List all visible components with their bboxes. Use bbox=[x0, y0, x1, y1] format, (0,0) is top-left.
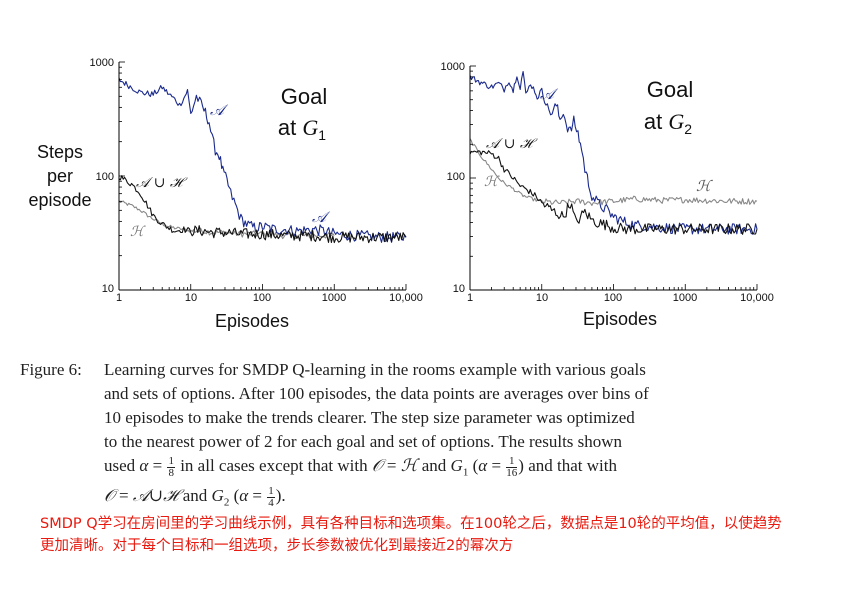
chart2-label-AuH: 𝒜 ∪ ℋ bbox=[486, 136, 538, 152]
learning-curves-figure: Steps per episode 10 100 1000 1 10 100 1… bbox=[28, 57, 774, 331]
caption-line-1: Learning curves for SMDP Q-learning in t… bbox=[104, 360, 646, 379]
chart2-x-tick-10000: 10,000 bbox=[740, 292, 774, 304]
chart1-x-tick-10000: 10,000 bbox=[389, 292, 423, 304]
chart1-y-tick-10: 10 bbox=[102, 283, 114, 295]
chart1-x-tick-10: 10 bbox=[185, 292, 197, 304]
chart2-label-A: 𝒜 bbox=[540, 85, 559, 103]
chart1-curves bbox=[118, 77, 407, 244]
caption-line-4: to the nearest power of 2 for each goal … bbox=[104, 432, 623, 451]
chart-goal-g2: 10 100 1000 1 10 100 1000 10,000 Episode… bbox=[441, 61, 774, 329]
chart2-series-A bbox=[469, 70, 758, 235]
chart2-title: Goal at G2 bbox=[644, 77, 693, 137]
chart2-y-tick-100: 100 bbox=[447, 171, 465, 183]
chart2-x-tick-1000: 1000 bbox=[673, 292, 697, 304]
translation-line-1: SMDP Q学习在房间里的学习曲线示例，具有各种目标和选项集。在100轮之后，数… bbox=[40, 516, 782, 532]
chart2-title-line2: at G2 bbox=[644, 109, 692, 137]
ylabel-line-2: per bbox=[47, 166, 73, 186]
chart2-label-H: ℋ bbox=[484, 174, 500, 190]
ylabel-line-3: episode bbox=[28, 190, 91, 210]
chart1-title: Goal at G1 bbox=[278, 84, 327, 143]
chart1-y-tick-100: 100 bbox=[96, 171, 114, 183]
chart1-title-line2: at G1 bbox=[278, 115, 326, 143]
chart2-ticks bbox=[469, 65, 758, 291]
chart2-x-label: Episodes bbox=[583, 309, 657, 329]
chart1-title-line1: Goal bbox=[281, 84, 327, 109]
caption-label: Figure 6: bbox=[20, 360, 82, 379]
chart1-x-tick-1: 1 bbox=[116, 292, 122, 304]
chart-goal-g1: 10 100 1000 1 10 100 1000 10,000 Episode… bbox=[90, 57, 423, 331]
chart1-x-label: Episodes bbox=[215, 311, 289, 331]
chart2-y-tick-1000: 1000 bbox=[441, 61, 465, 73]
fraction-one-sixteenth: 1 16 bbox=[506, 454, 518, 479]
chart1-series-A bbox=[118, 77, 407, 243]
chart1-label-A: 𝒜 bbox=[210, 101, 229, 119]
chart1-label-H: ℋ bbox=[130, 224, 146, 240]
chart1-y-tick-1000: 1000 bbox=[90, 57, 114, 69]
chart2-x-tick-1: 1 bbox=[467, 292, 473, 304]
translation-line-2: 更加清晰。对于每个目标和一组选项，步长参数被优化到最接近2的幂次方 bbox=[40, 538, 514, 554]
chart1-x-tick-1000: 1000 bbox=[322, 292, 346, 304]
chart1-ticks bbox=[118, 61, 407, 291]
caption-line-3: 10 episodes to make the trends clearer. … bbox=[104, 408, 635, 427]
chart2-y-tick-10: 10 bbox=[453, 283, 465, 295]
chinese-translation: SMDP Q学习在房间里的学习曲线示例，具有各种目标和选项集。在100轮之后，数… bbox=[40, 513, 850, 557]
caption-body: Learning curves for SMDP Q-learning in t… bbox=[104, 358, 790, 515]
chart2-x-tick-100: 100 bbox=[604, 292, 622, 304]
chart1-label-A-right: 𝒜 bbox=[312, 208, 331, 226]
caption-line-2: and sets of options. After 100 episodes,… bbox=[104, 384, 649, 403]
chart2-series-AuH bbox=[469, 150, 758, 235]
chart1-series-AuH bbox=[118, 175, 407, 244]
chart2-curves bbox=[469, 70, 758, 235]
chart2-title-line1: Goal bbox=[647, 77, 693, 102]
caption-line-6: 𝒪 = 𝒜∪ℋ and G2 (α = 1 4). bbox=[104, 484, 286, 509]
ylabel-line-1: Steps bbox=[37, 142, 83, 162]
chart1-x-tick-100: 100 bbox=[253, 292, 271, 304]
chart2-label-H-right: ℋ bbox=[696, 177, 713, 195]
chart1-label-AuH: 𝒜 ∪ ℋ bbox=[136, 175, 188, 191]
chart2-series-H bbox=[469, 138, 758, 206]
chart2-x-tick-10: 10 bbox=[536, 292, 548, 304]
chart1-series-H bbox=[118, 200, 335, 240]
figure-caption: Figure 6: Learning curves for SMDP Q-lea… bbox=[20, 358, 790, 515]
y-axis-label: Steps per episode bbox=[28, 142, 91, 210]
